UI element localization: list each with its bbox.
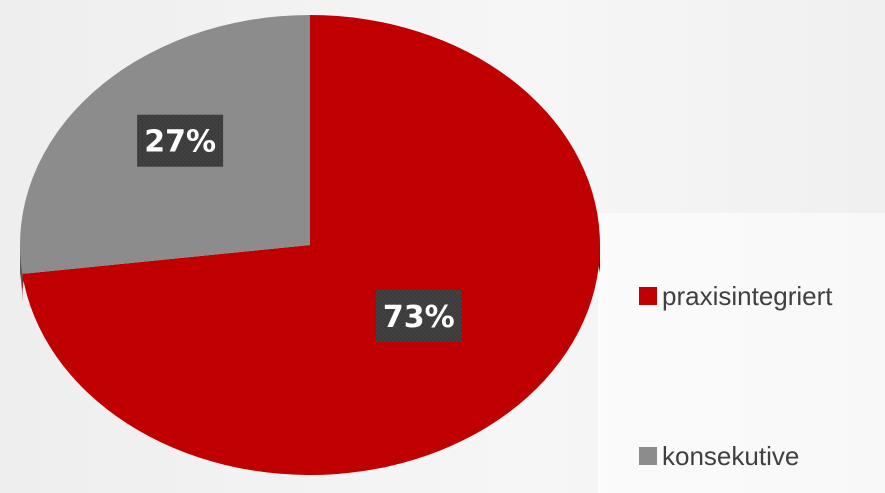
legend-label-konsekutive: konsekutive <box>662 441 799 471</box>
pie-top <box>20 15 600 475</box>
data-label-konsekutive: 27% <box>144 125 216 160</box>
legend-swatch-praxisintegriert <box>639 287 657 305</box>
legend-swatch-konsekutive <box>639 447 657 465</box>
data-label-praxisintegriert: 73% <box>383 300 455 335</box>
legend-label-praxisintegriert: praxisintegriert <box>662 281 833 311</box>
